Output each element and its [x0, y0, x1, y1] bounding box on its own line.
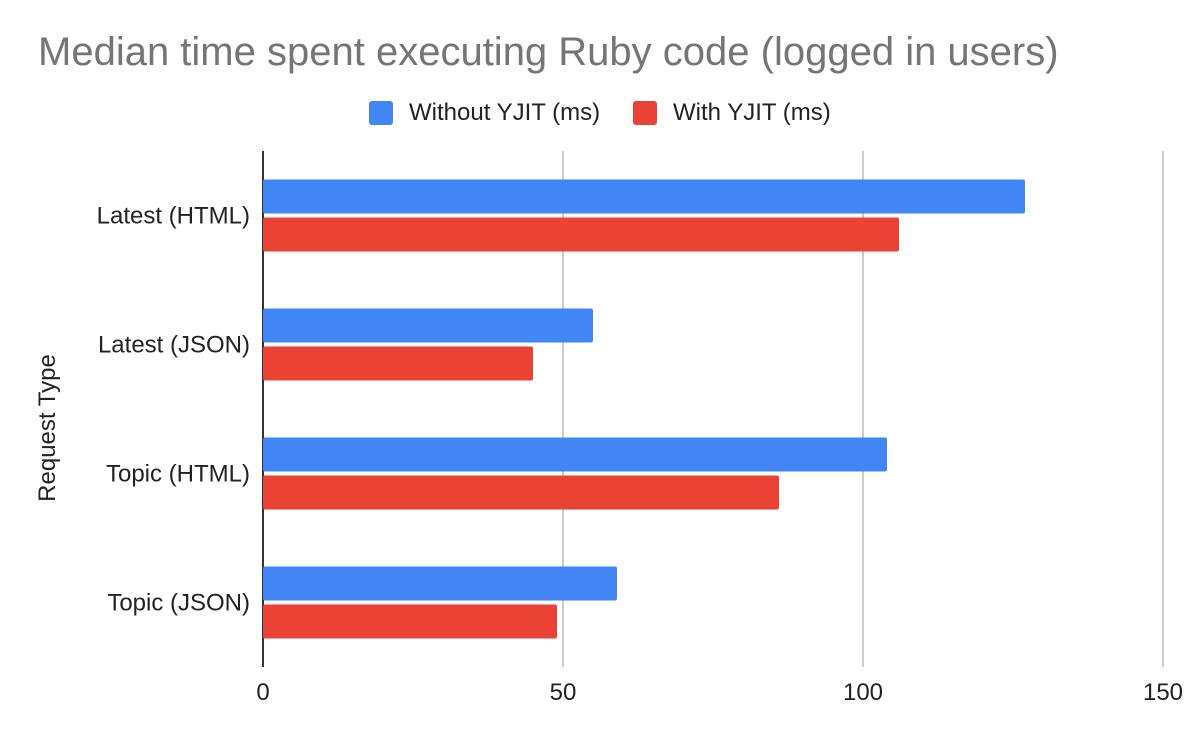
bar-without-yjit-1	[263, 308, 593, 343]
legend-label-without-yjit: Without YJIT (ms)	[409, 99, 601, 126]
x-tick-label-50: 50	[550, 679, 577, 706]
bar-without-yjit-2	[263, 437, 887, 472]
bar-without-yjit-3	[263, 566, 617, 601]
bar-with-yjit-2	[263, 475, 779, 510]
x-tick-label-0: 0	[256, 679, 269, 706]
legend-item-without-yjit: Without YJIT (ms)	[369, 96, 600, 130]
legend-swatch-without-yjit	[369, 101, 393, 125]
bar-without-yjit-0	[263, 179, 1025, 214]
chart-title: Median time spent executing Ruby code (l…	[38, 30, 1059, 74]
x-tick-label-150: 150	[1143, 679, 1183, 706]
category-label-1: Latest (JSON)	[98, 332, 250, 359]
legend-item-with-yjit: With YJIT (ms)	[633, 96, 831, 130]
bar-with-yjit-0	[263, 217, 899, 252]
bar-with-yjit-1	[263, 346, 533, 381]
category-label-2: Topic (HTML)	[106, 461, 250, 488]
legend-swatch-with-yjit	[633, 101, 657, 125]
bar-with-yjit-3	[263, 604, 557, 639]
x-tick-label-100: 100	[843, 679, 883, 706]
legend: Without YJIT (ms) With YJIT (ms)	[0, 96, 1200, 130]
category-label-0: Latest (HTML)	[97, 203, 250, 230]
category-label-3: Topic (JSON)	[107, 590, 250, 617]
legend-label-with-yjit: With YJIT (ms)	[673, 99, 831, 126]
